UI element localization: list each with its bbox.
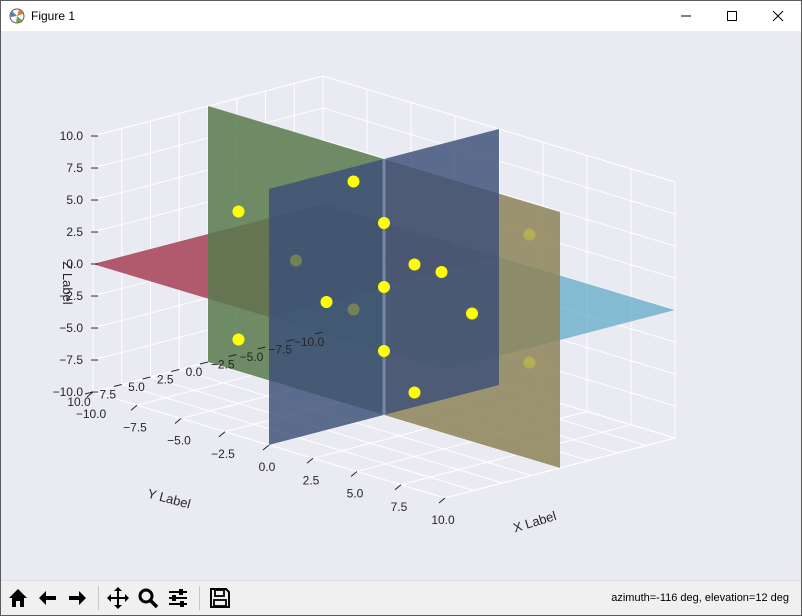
title-bar: Figure 1 <box>1 1 801 31</box>
save-icon <box>210 588 230 608</box>
y-tick-label: −2.5 <box>211 358 235 372</box>
minimize-icon <box>681 15 691 17</box>
x-tick-label: 2.5 <box>303 473 320 487</box>
toolbar-separator <box>98 586 99 610</box>
x-tick-label: 10.0 <box>431 513 455 527</box>
z-axis-label: Z Label <box>60 261 75 304</box>
x-tick <box>174 418 182 424</box>
view-status: azimuth=-116 deg, elevation=12 deg <box>611 592 789 604</box>
data-point <box>232 205 245 218</box>
navigation-toolbar: azimuth=-116 deg, elevation=12 deg <box>1 580 801 615</box>
data-point <box>466 307 478 320</box>
y-tick-label: 7.5 <box>99 388 116 402</box>
y-tick-label: −7.5 <box>268 343 292 357</box>
x-tick <box>218 431 226 438</box>
forward-icon <box>69 591 86 605</box>
y-tick <box>84 391 94 395</box>
y-tick <box>314 331 324 335</box>
x-tick-label: 7.5 <box>391 500 408 514</box>
data-point <box>523 356 536 369</box>
back-icon <box>39 591 56 605</box>
data-point <box>435 266 448 278</box>
y-axis-label: Y Label <box>146 486 192 512</box>
y-tick-label: 2.5 <box>157 373 174 387</box>
pan-icon <box>107 587 129 609</box>
matplotlib-icon <box>9 8 25 24</box>
z-tick-label: −5.0 <box>59 321 83 335</box>
z-tick-label: −2.5 <box>59 289 83 303</box>
close-button[interactable] <box>755 1 801 31</box>
data-point <box>523 228 536 241</box>
y-tick-label: −5.0 <box>240 350 264 364</box>
x-tick <box>262 444 270 451</box>
y-tick <box>171 369 180 372</box>
maximize-button[interactable] <box>709 1 755 31</box>
x-tick-label: −2.5 <box>211 447 235 461</box>
configure-subplots-icon <box>169 589 187 607</box>
data-point <box>290 254 302 267</box>
zoom-button[interactable] <box>135 585 161 611</box>
x-tick-label: −7.5 <box>123 420 147 434</box>
data-point <box>378 217 390 229</box>
toolbar-separator <box>199 586 200 610</box>
z-tick-label: 0.0 <box>66 257 83 271</box>
data-point <box>378 345 390 357</box>
y-tick <box>113 384 122 387</box>
data-point <box>378 281 390 293</box>
z-tick-label: 5.0 <box>66 193 83 207</box>
data-point <box>347 303 360 316</box>
data-point <box>347 175 360 188</box>
z-tick-label: −7.5 <box>59 353 83 367</box>
pan-button[interactable] <box>105 585 131 611</box>
y-tick-label: 0.0 <box>186 365 203 379</box>
close-icon <box>772 10 784 22</box>
plot-area[interactable]: 10.0 7.5 5.0 2.5 0.0 −2.5 −5.0 −7.5 −10.0 −10.0 −7… <box>1 31 801 580</box>
x-tick <box>306 457 314 464</box>
x-tick <box>394 484 402 491</box>
y-tick <box>142 376 151 380</box>
z-tick-label: 10.0 <box>60 129 84 143</box>
data-point <box>320 296 333 308</box>
y-tick <box>286 339 295 342</box>
y-tick <box>257 346 266 350</box>
zoom-icon <box>138 588 159 609</box>
data-point <box>408 386 421 399</box>
y-tick <box>228 354 237 357</box>
y-tick-label: −10.0 <box>294 335 325 349</box>
forward-button[interactable] <box>64 585 90 611</box>
x-tick <box>438 497 446 504</box>
y-tick <box>199 361 209 365</box>
x-tick-label: −5.0 <box>167 434 191 448</box>
data-point <box>408 258 421 271</box>
home-button[interactable] <box>5 585 31 611</box>
z-tick-label: −10.0 <box>53 385 84 399</box>
x-axis-label: X Label <box>511 508 558 535</box>
x-tick <box>130 404 138 411</box>
3d-chart[interactable]: 10.07.55.02.50.0−2.5−5.0−7.5−10.0−10.0−7… <box>1 31 801 580</box>
back-button[interactable] <box>35 585 61 611</box>
data-point <box>232 333 245 346</box>
home-icon <box>9 589 27 607</box>
configure-subplots-button[interactable] <box>165 585 191 611</box>
y-tick-label: 5.0 <box>128 380 145 394</box>
window-title: Figure 1 <box>31 9 76 23</box>
maximize-icon <box>727 11 737 21</box>
x-tick <box>350 471 358 477</box>
x-tick-label: −10.0 <box>76 407 107 421</box>
minimize-button[interactable] <box>663 1 709 31</box>
z-tick-label: 7.5 <box>66 161 83 175</box>
z-tick-label: 2.5 <box>66 225 83 239</box>
save-button[interactable] <box>207 585 233 611</box>
x-tick <box>86 391 94 398</box>
x-tick-label: 0.0 <box>259 460 276 474</box>
y-tick-label: 10.0 <box>67 395 91 409</box>
x-tick-label: 5.0 <box>347 487 364 501</box>
